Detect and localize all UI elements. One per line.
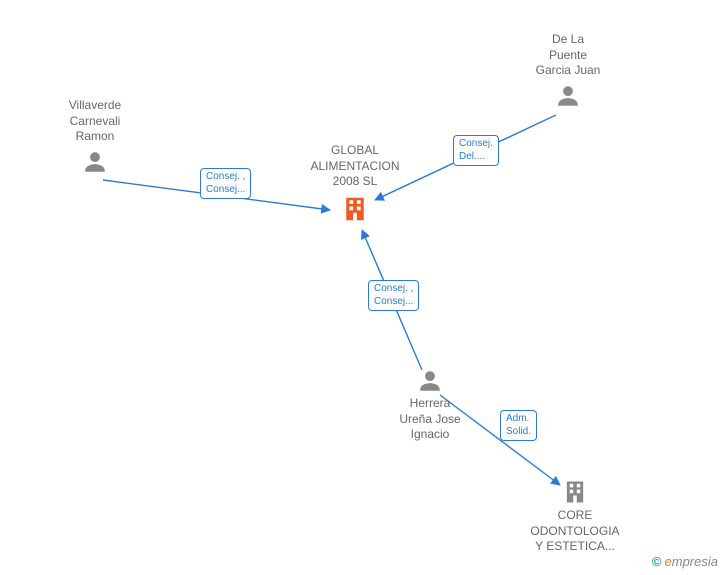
- person-icon: [390, 368, 470, 394]
- copyright-icon: ©: [652, 554, 662, 569]
- brand-first-letter: e: [665, 554, 672, 569]
- edge-label-delapuente-global: Consej. Del....: [453, 135, 499, 166]
- node-label-delapuente: De La Puente Garcia Juan: [528, 32, 608, 79]
- node-core[interactable]: CORE ODONTOLOGIA Y ESTETICA...: [525, 478, 625, 555]
- edge-label-villaverde-global: Consej. , Consej...: [200, 168, 251, 199]
- building-icon: [300, 194, 410, 224]
- person-icon: [60, 149, 130, 175]
- building-icon: [525, 478, 625, 506]
- node-label-global: GLOBAL ALIMENTACION 2008 SL: [300, 143, 410, 190]
- node-label-villaverde: Villaverde Carnevali Ramon: [60, 98, 130, 145]
- node-global[interactable]: GLOBAL ALIMENTACION 2008 SL: [300, 143, 410, 224]
- node-label-herrera: Herrera Ureña Jose Ignacio: [390, 396, 470, 443]
- node-label-core: CORE ODONTOLOGIA Y ESTETICA...: [525, 508, 625, 555]
- edge-label-herrera-core: Adm. Solid.: [500, 410, 537, 441]
- brand-rest: mpresia: [672, 554, 718, 569]
- person-icon: [528, 83, 608, 109]
- node-herrera[interactable]: Herrera Ureña Jose Ignacio: [390, 368, 470, 443]
- watermark: ©empresia: [652, 554, 718, 569]
- node-delapuente[interactable]: De La Puente Garcia Juan: [528, 32, 608, 109]
- node-villaverde[interactable]: Villaverde Carnevali Ramon: [60, 98, 130, 175]
- edge-label-herrera-global: Consej. , Consej...: [368, 280, 419, 311]
